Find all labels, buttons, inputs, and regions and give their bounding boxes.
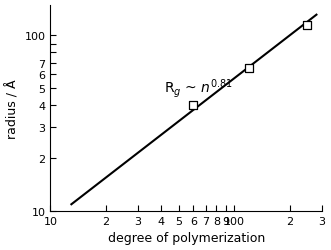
Point	[246, 67, 252, 71]
Text: R$_g$ ~ $n^{0.81}$: R$_g$ ~ $n^{0.81}$	[165, 76, 233, 99]
Point	[191, 104, 196, 108]
X-axis label: degree of polymerization: degree of polymerization	[108, 232, 265, 244]
Y-axis label: radius / Å: radius / Å	[6, 79, 19, 138]
Point	[305, 24, 310, 28]
